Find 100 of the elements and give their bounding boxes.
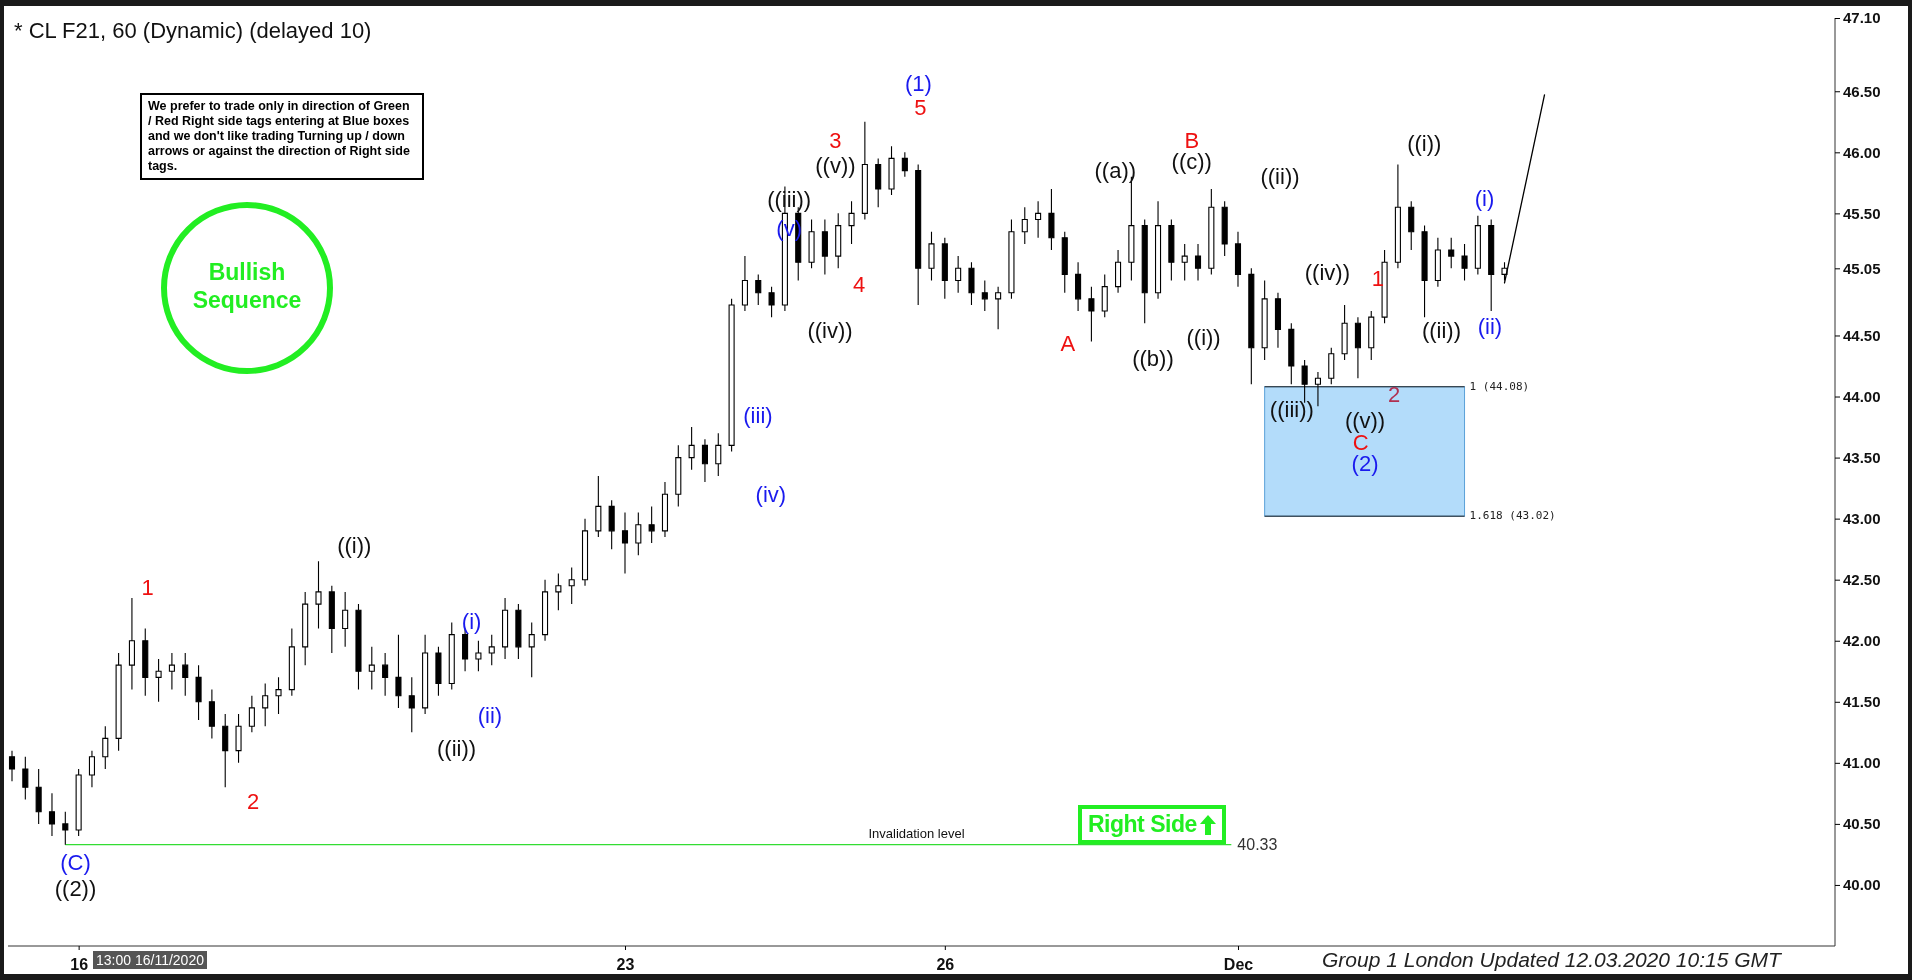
candlestick <box>1421 225 1428 318</box>
candlestick <box>728 298 735 453</box>
candlestick <box>35 768 42 825</box>
candlestick <box>342 591 349 648</box>
annotation: ((iv)) <box>1304 260 1350 286</box>
candlestick <box>755 273 762 306</box>
annotation: ((iv)) <box>807 317 853 343</box>
candlestick <box>768 286 775 318</box>
x-tick-label: 26 <box>936 955 955 973</box>
y-tick-label: 46.00 <box>1843 143 1881 161</box>
candlestick <box>1434 237 1441 288</box>
candlestick <box>541 579 549 642</box>
candlestick <box>115 652 122 752</box>
candlestick <box>1461 243 1468 282</box>
annotation: (ii) <box>477 703 503 729</box>
candlestick <box>155 658 162 703</box>
candlestick <box>502 597 509 660</box>
candlestick <box>448 621 455 691</box>
candlestick <box>288 627 295 697</box>
candlestick <box>981 279 988 312</box>
annotation: (2) <box>1351 450 1379 476</box>
candlestick <box>102 725 109 770</box>
candlestick <box>315 560 322 630</box>
candlestick <box>688 426 695 471</box>
annotation: (iv) <box>755 482 787 508</box>
candlestick <box>1154 200 1162 300</box>
candlestick <box>1368 310 1375 361</box>
candlestick <box>208 689 215 739</box>
annotation: 2 <box>246 788 260 814</box>
candlestick <box>1314 371 1321 407</box>
candlestick <box>222 713 229 788</box>
candlestick <box>395 634 402 709</box>
ref-line-label: 1.618 (43.02) <box>1469 509 1556 523</box>
candlestick <box>1021 206 1028 245</box>
candlestick <box>475 640 482 672</box>
candlestick <box>1488 218 1495 312</box>
candlestick <box>1075 261 1082 312</box>
candlestick <box>808 218 815 269</box>
candlestick <box>1115 249 1122 294</box>
chart-title: * CL F21, 60 (Dynamic) (delayed 10) <box>14 18 372 43</box>
text: Group 1 London Updated 12.03.2020 10:15 GMT <box>1322 948 1781 972</box>
candlestick <box>235 713 242 764</box>
annotation: 3 <box>829 128 842 154</box>
candlestick <box>408 676 415 733</box>
annotation: ((a)) <box>1094 157 1137 183</box>
candlestick <box>275 676 282 715</box>
annotation: ((v)) <box>815 152 856 178</box>
candlestick <box>635 511 642 556</box>
annotation: Right Side <box>1088 811 1197 838</box>
candlestick <box>128 597 135 691</box>
candlestick <box>48 792 56 837</box>
annotation: ((2)) <box>54 875 97 901</box>
candlestick <box>1048 188 1055 251</box>
annotation: Bullish Sequence <box>191 258 303 314</box>
candlestick <box>701 438 708 483</box>
candlestick <box>142 627 149 697</box>
candlestick <box>1394 163 1401 269</box>
annotation: 40.33 <box>1237 835 1278 853</box>
candlestick <box>75 768 82 837</box>
candlestick <box>528 621 535 678</box>
text: 13:00 16/11/2020 <box>93 951 207 969</box>
candlestick <box>1234 231 1242 288</box>
annotation: 1 <box>141 575 154 601</box>
candlestick <box>422 634 429 715</box>
candlestick <box>995 286 1002 330</box>
candlestick <box>821 218 828 275</box>
candlestick <box>715 432 722 477</box>
candlestick <box>88 750 96 788</box>
candlestick <box>901 151 908 178</box>
candlestick <box>888 145 895 196</box>
candlestick <box>302 591 309 666</box>
candlestick <box>1354 316 1361 379</box>
candlestick <box>581 518 589 587</box>
x-tick-label: 16 <box>70 955 89 973</box>
candlestick <box>262 682 269 727</box>
annotation: ((iii)) <box>1269 396 1314 422</box>
y-tick-label: 45.05 <box>1843 259 1881 277</box>
annotation: 5 <box>914 95 927 121</box>
candlestick <box>941 237 948 300</box>
ref-line-label: 1 (44.08) <box>1469 379 1530 393</box>
candlestick <box>915 163 922 306</box>
candlestick <box>1341 304 1348 361</box>
annotation: ((ii)) <box>437 736 477 762</box>
y-tick-label: 42.00 <box>1843 632 1881 650</box>
candlestick <box>608 499 615 550</box>
annotation: (C) <box>60 850 91 875</box>
candlestick <box>8 750 16 782</box>
y-tick-label: 46.50 <box>1843 82 1881 100</box>
annotation: ((i)) <box>1186 324 1221 350</box>
candlestick <box>1088 286 1095 343</box>
y-tick-label: 45.50 <box>1843 204 1881 222</box>
candlestick <box>848 200 855 245</box>
candlestick <box>182 652 189 697</box>
candlestick <box>1181 243 1188 282</box>
annotation: (iii) <box>743 403 773 429</box>
candlestick <box>488 634 495 666</box>
candlestick <box>62 811 69 846</box>
annotation: (1) <box>904 70 932 96</box>
candlestick <box>1221 200 1228 257</box>
candlestick <box>195 664 202 721</box>
